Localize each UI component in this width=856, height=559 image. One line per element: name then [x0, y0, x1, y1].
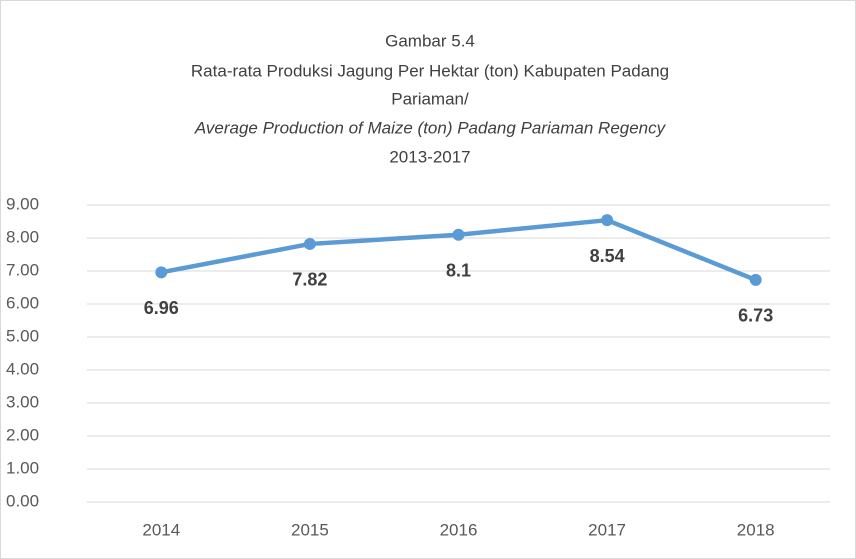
- chart-title: Pariaman/: [391, 89, 469, 108]
- y-tick-label: 4.00: [6, 359, 39, 378]
- y-tick-label: 6.00: [6, 293, 39, 312]
- data-label: 8.1: [446, 260, 471, 280]
- y-tick-label: 2.00: [6, 425, 39, 444]
- data-label: 7.82: [292, 270, 327, 290]
- x-tick-label: 2016: [440, 520, 478, 539]
- data-label: 6.73: [738, 306, 773, 326]
- data-label: 6.96: [144, 298, 179, 318]
- x-tick-label: 2014: [142, 520, 180, 539]
- marker: [749, 273, 762, 286]
- y-tick-label: 8.00: [6, 227, 39, 246]
- x-tick-label: 2017: [588, 520, 626, 539]
- chart-title: Average Production of Maize (ton) Padang…: [194, 118, 667, 137]
- chart-title: 2013-2017: [389, 147, 470, 166]
- marker: [155, 266, 168, 279]
- y-tick-label: 5.00: [6, 326, 39, 345]
- y-tick-label: 0.00: [6, 491, 39, 510]
- data-label: 8.54: [590, 246, 625, 266]
- y-tick-label: 7.00: [6, 260, 39, 279]
- y-tick-label: 9.00: [6, 194, 39, 213]
- marker: [303, 237, 316, 250]
- x-tick-label: 2018: [737, 520, 775, 539]
- marker: [601, 214, 614, 227]
- y-tick-label: 1.00: [6, 458, 39, 477]
- chart-title: Gambar 5.4: [385, 31, 475, 50]
- marker: [452, 228, 465, 241]
- y-tick-label: 3.00: [6, 392, 39, 411]
- x-tick-label: 2015: [291, 520, 329, 539]
- chart-title: Rata-rata Produksi Jagung Per Hektar (to…: [191, 61, 669, 80]
